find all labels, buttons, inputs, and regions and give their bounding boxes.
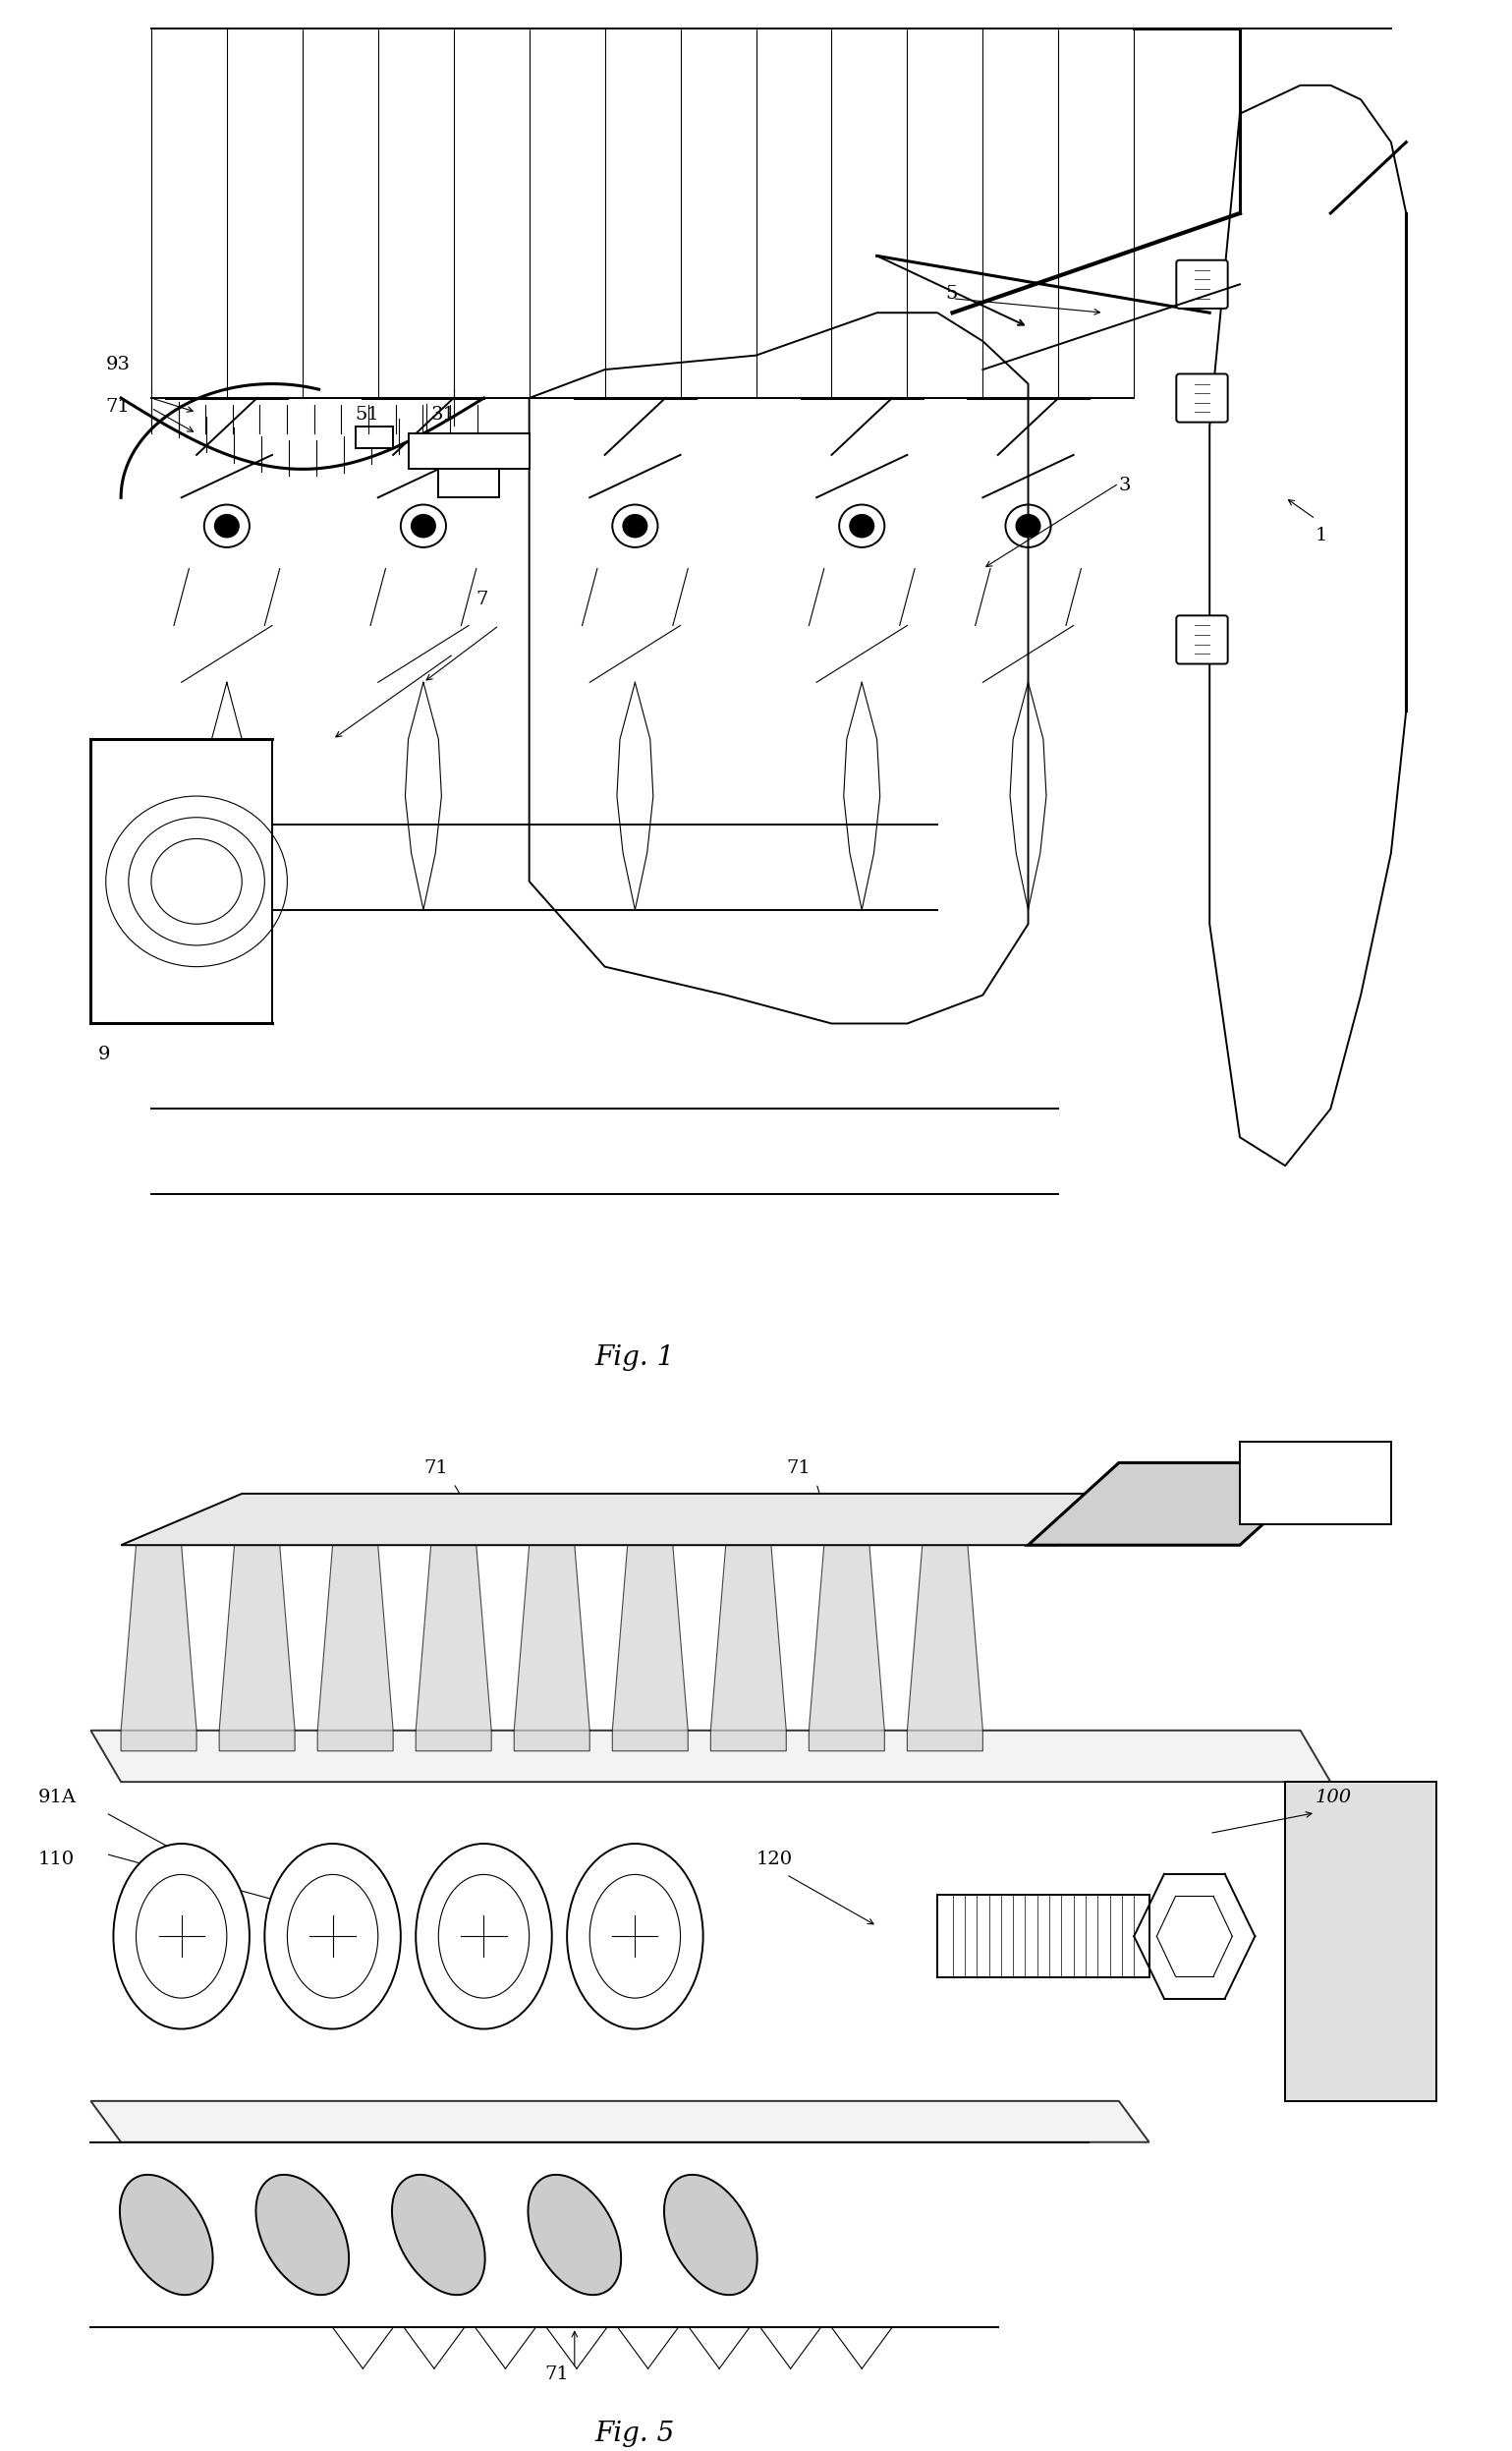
Text: 3: 3 <box>1119 475 1131 495</box>
Ellipse shape <box>664 2174 758 2294</box>
Polygon shape <box>318 1544 393 1750</box>
Polygon shape <box>514 1544 590 1750</box>
Polygon shape <box>612 1544 688 1750</box>
FancyBboxPatch shape <box>1176 375 1228 422</box>
Circle shape <box>850 515 874 537</box>
Circle shape <box>215 515 239 537</box>
Text: Fig. 5: Fig. 5 <box>596 2419 674 2446</box>
Text: 9: 9 <box>98 1044 110 1064</box>
Circle shape <box>411 515 435 537</box>
Polygon shape <box>809 1544 885 1750</box>
Text: 91A: 91A <box>38 1789 76 1806</box>
Polygon shape <box>121 1544 197 1750</box>
Ellipse shape <box>119 2174 213 2294</box>
FancyBboxPatch shape <box>1176 260 1228 309</box>
Ellipse shape <box>287 1875 378 1998</box>
Text: 7: 7 <box>476 591 488 608</box>
Text: 100: 100 <box>1315 1789 1352 1806</box>
Text: 51: 51 <box>355 404 380 424</box>
Bar <box>408 434 529 468</box>
Polygon shape <box>1028 1463 1331 1544</box>
Text: 1: 1 <box>1315 527 1328 544</box>
Text: 71: 71 <box>786 1458 810 1478</box>
Ellipse shape <box>567 1843 703 2029</box>
Ellipse shape <box>528 2174 621 2294</box>
Text: 31: 31 <box>431 404 455 424</box>
Ellipse shape <box>392 2174 485 2294</box>
Polygon shape <box>907 1544 983 1750</box>
Text: 71: 71 <box>106 400 130 417</box>
Text: 71: 71 <box>423 1458 448 1478</box>
Text: 93: 93 <box>106 355 130 373</box>
Polygon shape <box>91 1730 1331 1782</box>
Bar <box>91 740 272 1025</box>
Ellipse shape <box>416 1843 552 2029</box>
Polygon shape <box>711 1544 786 1750</box>
Text: 71: 71 <box>544 2365 569 2382</box>
Ellipse shape <box>136 1875 227 1998</box>
Polygon shape <box>1240 1441 1391 1525</box>
Polygon shape <box>121 1493 1179 1544</box>
Ellipse shape <box>256 2174 349 2294</box>
Polygon shape <box>219 1544 295 1750</box>
Circle shape <box>623 515 647 537</box>
Ellipse shape <box>590 1875 680 1998</box>
Ellipse shape <box>438 1875 529 1998</box>
Bar <box>355 426 393 449</box>
FancyBboxPatch shape <box>1176 615 1228 664</box>
Text: Fig. 1: Fig. 1 <box>596 1343 674 1370</box>
Ellipse shape <box>265 1843 401 2029</box>
Text: 5: 5 <box>945 284 957 301</box>
Polygon shape <box>937 1895 1149 1978</box>
Circle shape <box>1016 515 1040 537</box>
Ellipse shape <box>113 1843 249 2029</box>
Polygon shape <box>91 2101 1149 2142</box>
Text: 120: 120 <box>756 1851 792 1868</box>
Polygon shape <box>416 1544 491 1750</box>
Text: 110: 110 <box>38 1851 74 1868</box>
Polygon shape <box>1285 1782 1436 2101</box>
